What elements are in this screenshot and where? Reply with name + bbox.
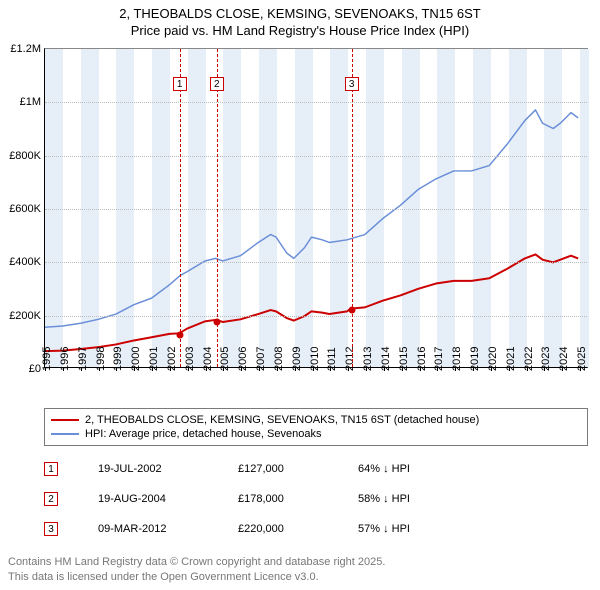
event-row: 3 09-MAR-2012£220,00057% ↓ HPI bbox=[44, 514, 588, 544]
sale-dot bbox=[176, 332, 183, 339]
x-axis-label: 2025 bbox=[576, 347, 588, 371]
events-table: 1 19-JUL-2002£127,00064% ↓ HPI 2 19-AUG-200… bbox=[44, 454, 588, 544]
legend-label: HPI: Average price, detached house, Seve… bbox=[85, 428, 321, 440]
x-axis-label: 2005 bbox=[219, 347, 231, 371]
y-axis-label: £0 bbox=[29, 363, 41, 375]
x-axis-label: 1995 bbox=[41, 347, 53, 371]
event-price: £220,000 bbox=[238, 523, 358, 535]
series-line bbox=[45, 110, 578, 327]
sale-marker-box: 3 bbox=[345, 77, 359, 91]
x-axis-label: 2010 bbox=[309, 347, 321, 371]
x-axis-label: 2021 bbox=[505, 347, 517, 371]
event-marker-box: 2 bbox=[44, 492, 58, 506]
y-axis-label: £400K bbox=[9, 256, 41, 268]
x-axis-label: 2007 bbox=[255, 347, 267, 371]
x-axis-label: 2019 bbox=[469, 347, 481, 371]
x-axis-label: 2022 bbox=[523, 347, 535, 371]
x-axis-label: 2004 bbox=[202, 347, 214, 371]
x-axis-label: 2006 bbox=[237, 347, 249, 371]
gridline bbox=[45, 156, 587, 157]
event-date: 19-JUL-2002 bbox=[98, 463, 238, 475]
x-axis-label: 2016 bbox=[416, 347, 428, 371]
sale-marker-line bbox=[180, 49, 181, 367]
event-row: 2 19-AUG-2004£178,00058% ↓ HPI bbox=[44, 484, 588, 514]
x-axis-label: 1999 bbox=[112, 347, 124, 371]
y-axis-label: £1M bbox=[20, 96, 41, 108]
y-axis-label: £600K bbox=[9, 203, 41, 215]
plot-area: £0£200K£400K£600K£800K£1M£1.2M1995199619… bbox=[44, 48, 588, 368]
x-axis-label: 2018 bbox=[451, 347, 463, 371]
sale-marker-box: 2 bbox=[210, 77, 224, 91]
chart-title: 2, THEOBALDS CLOSE, KEMSING, SEVENOAKS, … bbox=[0, 0, 600, 40]
event-date: 09-MAR-2012 bbox=[98, 523, 238, 535]
footer: Contains HM Land Registry data © Crown c… bbox=[8, 555, 385, 584]
x-axis-label: 2014 bbox=[380, 347, 392, 371]
x-axis-label: 1998 bbox=[95, 347, 107, 371]
x-axis-label: 2020 bbox=[487, 347, 499, 371]
y-axis-label: £200K bbox=[9, 310, 41, 322]
gridline bbox=[45, 102, 587, 103]
y-axis-label: £1.2M bbox=[10, 43, 41, 55]
gridline bbox=[45, 262, 587, 263]
chart-container: 2, THEOBALDS CLOSE, KEMSING, SEVENOAKS, … bbox=[0, 0, 600, 590]
legend-item: 2, THEOBALDS CLOSE, KEMSING, SEVENOAKS, … bbox=[51, 413, 581, 427]
x-axis-label: 2015 bbox=[398, 347, 410, 371]
event-marker-box: 1 bbox=[44, 462, 58, 476]
series-line bbox=[45, 254, 578, 351]
x-axis-label: 1997 bbox=[77, 347, 89, 371]
series-svg bbox=[45, 49, 587, 367]
x-axis-label: 2023 bbox=[540, 347, 552, 371]
y-axis-label: £800K bbox=[9, 150, 41, 162]
event-marker-box: 3 bbox=[44, 522, 58, 536]
event-price: £127,000 bbox=[238, 463, 358, 475]
event-row: 1 19-JUL-2002£127,00064% ↓ HPI bbox=[44, 454, 588, 484]
x-axis-label: 1996 bbox=[59, 347, 71, 371]
event-pct: 64% ↓ HPI bbox=[358, 463, 478, 475]
event-pct: 58% ↓ HPI bbox=[358, 493, 478, 505]
legend-swatch bbox=[51, 433, 79, 435]
title-line-2: Price paid vs. HM Land Registry's House … bbox=[0, 23, 600, 40]
legend-swatch bbox=[51, 419, 79, 421]
event-price: £178,000 bbox=[238, 493, 358, 505]
x-axis-label: 2013 bbox=[362, 347, 374, 371]
x-axis-label: 2001 bbox=[148, 347, 160, 371]
legend-label: 2, THEOBALDS CLOSE, KEMSING, SEVENOAKS, … bbox=[85, 414, 479, 426]
sale-dot bbox=[213, 318, 220, 325]
legend: 2, THEOBALDS CLOSE, KEMSING, SEVENOAKS, … bbox=[44, 408, 588, 446]
x-axis-label: 2008 bbox=[273, 347, 285, 371]
x-axis-label: 2003 bbox=[184, 347, 196, 371]
gridline bbox=[45, 316, 587, 317]
sale-marker-line bbox=[352, 49, 353, 367]
x-axis-label: 2012 bbox=[344, 347, 356, 371]
sale-marker-box: 1 bbox=[173, 77, 187, 91]
sale-dot bbox=[348, 307, 355, 314]
gridline bbox=[45, 209, 587, 210]
event-pct: 57% ↓ HPI bbox=[358, 523, 478, 535]
footer-line-2: This data is licensed under the Open Gov… bbox=[8, 570, 385, 584]
x-axis-label: 2024 bbox=[558, 347, 570, 371]
event-date: 19-AUG-2004 bbox=[98, 493, 238, 505]
legend-item: HPI: Average price, detached house, Seve… bbox=[51, 427, 581, 441]
x-axis-label: 2002 bbox=[166, 347, 178, 371]
x-axis-label: 2000 bbox=[130, 347, 142, 371]
x-axis-label: 2009 bbox=[291, 347, 303, 371]
footer-line-1: Contains HM Land Registry data © Crown c… bbox=[8, 555, 385, 569]
title-line-1: 2, THEOBALDS CLOSE, KEMSING, SEVENOAKS, … bbox=[0, 6, 600, 23]
x-axis-label: 2011 bbox=[326, 347, 338, 371]
x-axis-label: 2017 bbox=[433, 347, 445, 371]
